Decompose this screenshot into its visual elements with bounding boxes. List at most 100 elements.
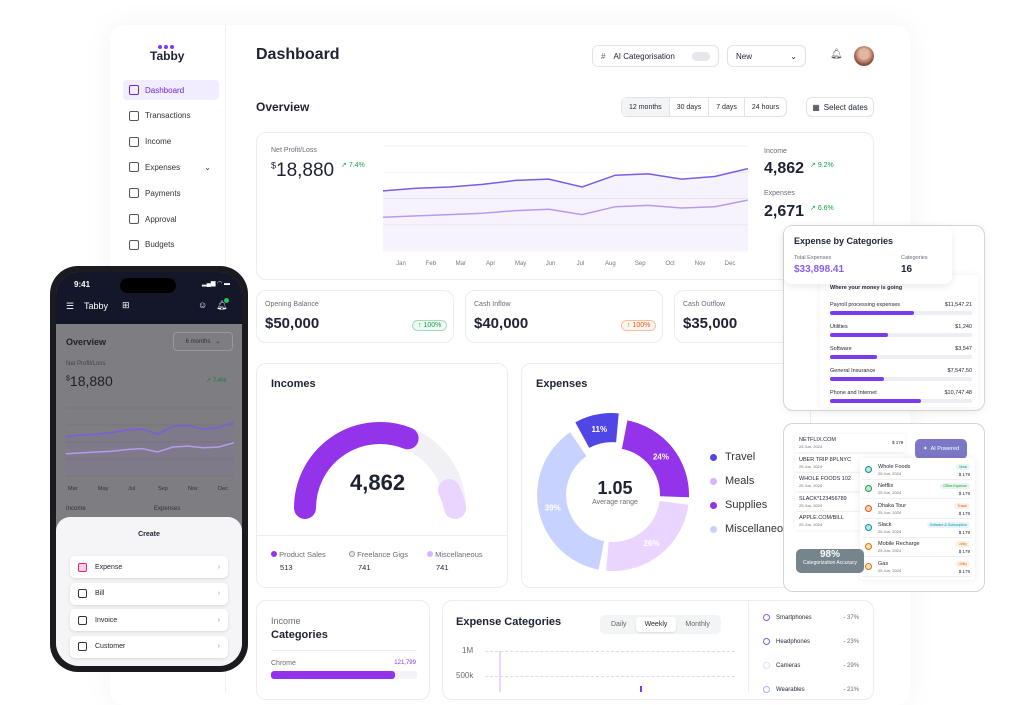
sidebar-item-budgets[interactable]: Budgets bbox=[123, 235, 219, 255]
stat-card: Opening Balance $50,000 ↑ 100% bbox=[256, 290, 454, 343]
expense-by-categories-title: Expense by Categories bbox=[794, 236, 894, 246]
expense-categories-tabs: Daily Weekly Monthly bbox=[600, 615, 721, 634]
select-dates-button[interactable]: ▦ Select dates bbox=[806, 97, 874, 117]
phone-month-label: Nov bbox=[188, 486, 198, 492]
incomes-legend-item: Product Sales 513 bbox=[271, 550, 326, 572]
expense-category-row: General Insurance $7,547.50 bbox=[830, 368, 972, 381]
robot-icon[interactable]: ☺ bbox=[198, 300, 208, 310]
donut-label: 24% bbox=[653, 453, 669, 462]
stat-label: Cash Outflow bbox=[683, 301, 726, 308]
gauge-misc bbox=[438, 479, 466, 519]
donut-label: 39% bbox=[545, 503, 561, 512]
expenses-label: Expenses bbox=[764, 190, 795, 197]
create-invoice[interactable]: Invoice › bbox=[70, 609, 228, 631]
toggle-switch[interactable] bbox=[692, 51, 710, 61]
donut-center: 1.05 Average range bbox=[592, 478, 638, 506]
phone-range-select[interactable]: 6 months ⌄ bbox=[173, 332, 233, 351]
categorized-transaction: Gas 25 Jun, 2024 Utility $ 179 bbox=[862, 559, 972, 577]
sidebar-item-transactions[interactable]: Transactions bbox=[123, 106, 219, 126]
month-label: Jun bbox=[546, 261, 556, 267]
sparkle-icon: ✦ bbox=[922, 446, 928, 452]
bell-icon[interactable]: 🔔︎ bbox=[830, 49, 843, 60]
sidebar-item-payments[interactable]: Payments bbox=[123, 183, 219, 203]
ai-powered-badge: ✦ AI Powered bbox=[915, 439, 967, 459]
stat-label: Opening Balance bbox=[265, 301, 319, 308]
sidebar-item-label: Dashboard bbox=[145, 85, 185, 95]
chrome-value: 121,799 bbox=[394, 660, 416, 666]
month-label: Nov bbox=[695, 261, 706, 267]
expenses-legend-item: Travel bbox=[710, 451, 755, 463]
where-money-going: Where your money is going bbox=[830, 285, 903, 291]
expense-category-row: Payroll processing expenses $11,547.21 bbox=[830, 302, 972, 315]
month-label: Jul bbox=[577, 261, 585, 267]
select-dates-label: Select dates bbox=[823, 102, 868, 112]
tab-monthly[interactable]: Monthly bbox=[685, 621, 710, 628]
categorized-transaction: Slack 25 Jun, 2024 Software & Subscription… bbox=[862, 520, 972, 538]
stat-badge: ↑ 100% bbox=[412, 320, 448, 331]
donut-segment[interactable] bbox=[606, 501, 689, 572]
wallet-icon bbox=[78, 562, 87, 572]
incomes-value: 4,862 bbox=[350, 470, 406, 495]
month-label: Feb bbox=[426, 261, 437, 267]
stat-label: Cash Inflow bbox=[474, 301, 511, 308]
ai-toggle-label: AI Categorisation bbox=[613, 51, 675, 61]
merchant-icon bbox=[865, 504, 872, 512]
add-icon[interactable]: ⊞ bbox=[122, 300, 130, 310]
accuracy-badge: 98% Categorization Accuracy bbox=[796, 549, 864, 573]
categorized-transaction: Netflix 25 Jun, 2024 Office Expense $ 179 bbox=[862, 481, 972, 500]
sidebar-item-label: Expenses bbox=[145, 162, 181, 172]
sidebar-item-expenses[interactable]: Expenses ⌄ bbox=[123, 157, 219, 177]
brand-name: Tabby bbox=[150, 49, 185, 63]
range-tab-0[interactable]: 12 months bbox=[622, 98, 670, 116]
chevron-down-icon: ⌄ bbox=[790, 51, 797, 61]
tab-daily[interactable]: Daily bbox=[611, 621, 627, 628]
user-icon bbox=[78, 642, 87, 651]
donut-segment[interactable] bbox=[537, 432, 605, 570]
sidebar-item-label: Approval bbox=[145, 214, 177, 224]
expense-categories-legend-item: Headphones - 23% bbox=[763, 638, 859, 645]
create-expense[interactable]: Expense › bbox=[70, 556, 228, 578]
merchant-icon bbox=[865, 523, 872, 531]
menu-icon[interactable]: ☰ bbox=[66, 301, 75, 311]
sidebar-item-label: Payments bbox=[145, 188, 181, 198]
tab-weekly[interactable]: Weekly bbox=[635, 617, 677, 632]
total-expenses-label: Total Expenses bbox=[794, 255, 832, 261]
expense-category-row: Software $3,547 bbox=[830, 346, 972, 359]
net-change: ↗ 7.4% bbox=[341, 162, 365, 169]
phone-brand: Tabby bbox=[84, 301, 109, 311]
create-customer[interactable]: Customer › bbox=[70, 635, 228, 658]
status-icons: ▂▄▆ ◠ ▬ bbox=[202, 281, 231, 287]
create-bill[interactable]: Bill › bbox=[70, 582, 228, 605]
range-tab-1[interactable]: 30 days bbox=[670, 98, 710, 116]
category-tag: Utility bbox=[955, 560, 970, 567]
expenses-change: ↗ 6.6% bbox=[810, 205, 834, 212]
phone-month-label: Mar bbox=[68, 486, 78, 492]
month-label: Apr bbox=[486, 261, 495, 267]
range-tabs: 12 months 30 days 7 days 24 hours bbox=[621, 97, 788, 117]
donut-segment[interactable] bbox=[621, 420, 690, 498]
sidebar-item-dashboard[interactable]: Dashboard bbox=[123, 80, 219, 100]
calendar-icon: ▦ bbox=[812, 102, 820, 112]
income-value: 4,862 bbox=[764, 160, 805, 177]
net-label: Net Profit/Loss bbox=[271, 147, 317, 154]
chevron-right-icon: › bbox=[217, 563, 220, 571]
avatar[interactable] bbox=[854, 46, 874, 66]
range-tab-2[interactable]: 7 days bbox=[709, 98, 745, 116]
income-categories-subtitle: Income bbox=[271, 616, 301, 626]
categorized-transaction: Whole Foods 25 Jun, 2024 Meal $ 179 bbox=[862, 462, 972, 480]
month-label: May bbox=[515, 261, 526, 267]
chevron-right-icon: › bbox=[217, 590, 220, 597]
sidebar-item-approval[interactable]: Approval bbox=[123, 209, 219, 229]
new-select[interactable]: New ⌄ bbox=[727, 45, 806, 67]
donut-label: 11% bbox=[592, 425, 608, 434]
phone-month-label: Jul bbox=[128, 486, 136, 492]
ai-categorisation-toggle[interactable]: # AI Categorisation bbox=[592, 45, 719, 67]
bell-icon[interactable]: 🔔︎ bbox=[216, 300, 228, 310]
incomes-legend-item: Miscellaneous 741 bbox=[427, 550, 483, 572]
range-tab-3[interactable]: 24 hours bbox=[751, 103, 780, 111]
phone-month-label: Sep bbox=[158, 486, 168, 492]
donut-segment[interactable] bbox=[575, 413, 619, 448]
invoice-icon bbox=[78, 615, 87, 625]
sidebar-item-income[interactable]: Income bbox=[123, 132, 219, 152]
expenses-donut: 11% 24% 26% 39% bbox=[537, 413, 690, 572]
